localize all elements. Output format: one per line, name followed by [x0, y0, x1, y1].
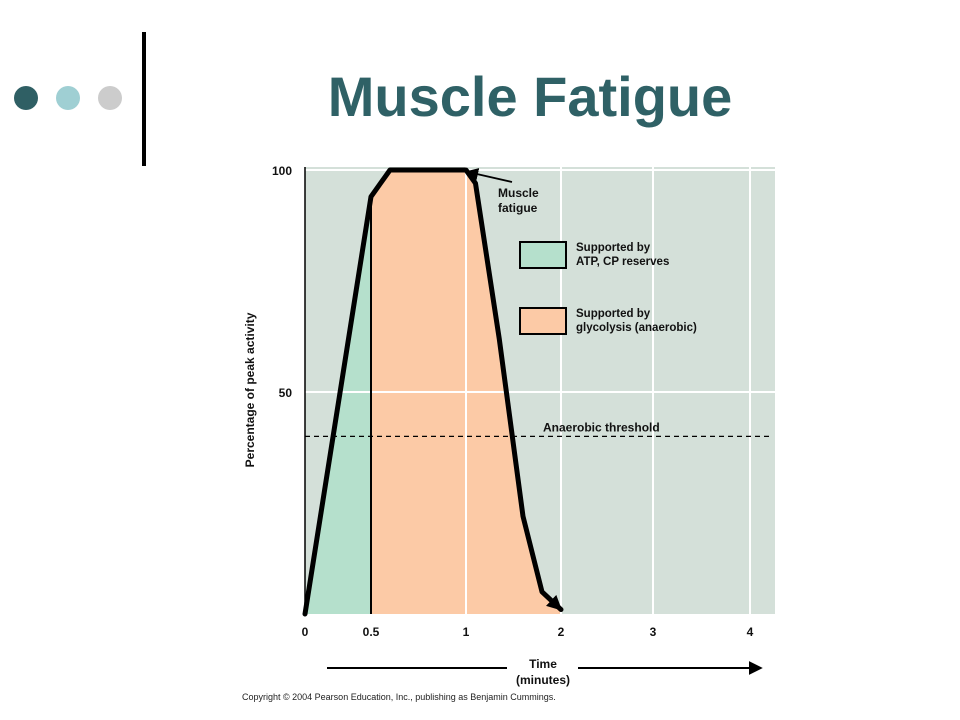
legend-glycolysis-swatch — [519, 307, 567, 335]
activity-curve — [302, 167, 564, 617]
legend-glycolysis-label-line1: Supported by — [576, 308, 651, 320]
y-tick-label: 100 — [272, 164, 292, 178]
legend-atp-cp-label-line1: Supported by — [576, 242, 651, 254]
curve-end-arrow — [540, 590, 563, 611]
dot-icon-light — [56, 86, 80, 110]
legend-atp-cp-swatch — [519, 241, 567, 269]
title-divider — [142, 32, 146, 166]
x-tick-label: 2 — [558, 625, 565, 639]
legend-glycolysis-label-line2: glycolysis (anaerobic) — [576, 322, 697, 334]
x-axis-label: Time — [529, 657, 557, 671]
x-tick-label: 3 — [650, 625, 657, 639]
anaerobic-threshold-label: Anaerobic threshold — [543, 420, 660, 434]
copyright-notice: Copyright © 2004 Pearson Education, Inc.… — [242, 692, 556, 702]
muscle-fatigue-label-line2: fatigue — [498, 201, 538, 215]
slide-title: Muscle Fatigue — [327, 65, 733, 128]
x-tick-label: 0 — [302, 625, 309, 639]
y-axis-label: Percentage of peak activity — [243, 312, 257, 467]
x-axis-unit: (minutes) — [516, 673, 570, 687]
dot-icon-gray — [98, 86, 122, 110]
x-tick-label: 4 — [747, 625, 754, 639]
x-tick-label: 1 — [463, 625, 470, 639]
y-tick-label: 50 — [279, 386, 293, 400]
dot-icon-dark — [14, 86, 38, 110]
decorative-dots — [14, 86, 124, 114]
x-tick-label: 0.5 — [363, 625, 380, 639]
muscle-fatigue-label-line1: Muscle — [498, 186, 539, 200]
legend-atp-cp-label-line2: ATP, CP reserves — [576, 256, 669, 268]
muscle-fatigue-arrow-icon — [465, 168, 513, 183]
